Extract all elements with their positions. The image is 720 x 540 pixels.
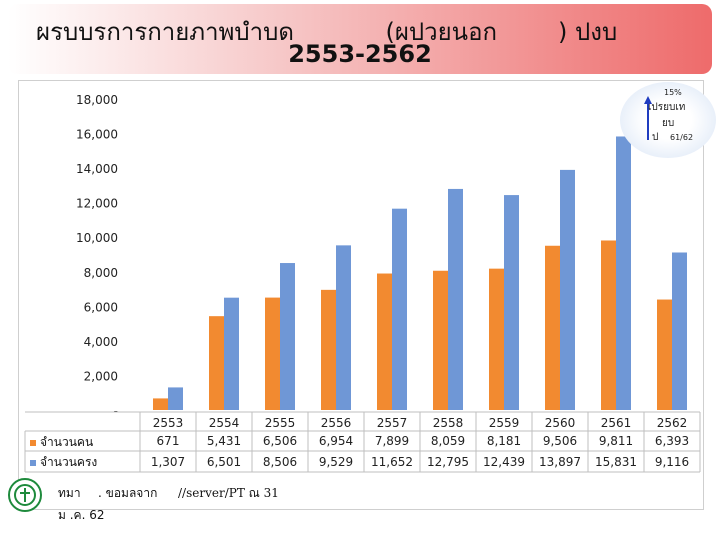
legend-label-visits: จำนวนครง <box>40 455 98 469</box>
bar-people <box>545 245 560 410</box>
x-category-label: 2560 <box>545 416 576 430</box>
data-label-people: 6,506 <box>263 434 297 448</box>
source-prefix: ทมา <box>58 486 81 500</box>
bar-visits <box>560 169 575 410</box>
x-category-label: 2555 <box>265 416 296 430</box>
data-label-visits: 15,831 <box>595 455 637 469</box>
y-tick-label: - <box>114 404 118 418</box>
page-title: ผรบบรการกายภาพบำบด (ผปวยนอก ) ปงบ <box>36 18 618 46</box>
x-category-label: 2562 <box>657 416 688 430</box>
x-category-label: 2553 <box>153 416 184 430</box>
bar-visits <box>168 387 183 410</box>
data-label-people: 6,393 <box>655 434 689 448</box>
bar-visits <box>504 195 519 410</box>
legend-label-people: จำนวนคน <box>40 435 94 449</box>
y-tick-label: 10,000 <box>76 231 118 245</box>
bar-visits <box>672 252 687 410</box>
data-label-people: 671 <box>157 434 180 448</box>
chart-frame <box>18 80 704 510</box>
x-category-label: 2557 <box>377 416 408 430</box>
data-label-visits: 6,501 <box>207 455 241 469</box>
data-label-visits: 12,795 <box>427 455 469 469</box>
source-path: //server/PT ณ 31 <box>178 486 279 500</box>
x-category-label: 2558 <box>433 416 464 430</box>
y-tick-label: 18,000 <box>76 93 118 107</box>
y-tick-label: 8,000 <box>84 266 118 280</box>
bar-people <box>601 240 616 410</box>
bar-people <box>321 289 336 410</box>
source-date: ม .ค. 62 <box>58 508 105 522</box>
bar-visits <box>616 136 631 410</box>
data-label-visits: 9,116 <box>655 455 689 469</box>
bar-people <box>377 273 392 410</box>
data-label-people: 7,899 <box>375 434 409 448</box>
legend-people: จำนวนคน <box>30 433 93 452</box>
legend-swatch-people <box>30 439 36 446</box>
data-label-people: 5,431 <box>207 434 241 448</box>
legend-swatch-visits <box>30 459 36 466</box>
bar-people <box>209 316 224 410</box>
bar-visits <box>392 208 407 410</box>
bar-people <box>657 299 672 410</box>
bar-visits <box>448 188 463 410</box>
annotation-bubble <box>620 82 716 158</box>
bar-people <box>489 268 504 410</box>
legend-visits: จำนวนครง <box>30 453 97 472</box>
y-tick-label: 14,000 <box>76 162 118 176</box>
source-mid: . ขอมลจาก <box>98 486 158 500</box>
y-tick-label: 6,000 <box>84 300 118 314</box>
annotation-period: 61/62 <box>670 133 694 142</box>
annotation-line1: เปรยบเท <box>648 102 686 113</box>
x-category-label: 2554 <box>209 416 240 430</box>
page-subtitle-years: 2553-2562 <box>288 40 432 68</box>
y-tick-label: 2,000 <box>84 369 118 383</box>
data-label-visits: 12,439 <box>483 455 525 469</box>
title-banner <box>8 4 712 74</box>
y-tick-label: 12,000 <box>76 197 118 211</box>
data-label-people: 8,059 <box>431 434 465 448</box>
bar-people <box>265 297 280 410</box>
data-label-visits: 1,307 <box>151 455 185 469</box>
annotation-percent: 15% <box>664 88 682 97</box>
bar-people <box>153 398 168 410</box>
data-label-visits: 9,529 <box>319 455 353 469</box>
x-category-label: 2556 <box>321 416 352 430</box>
bar-visits <box>280 263 295 410</box>
data-label-visits: 13,897 <box>539 455 581 469</box>
bar-people <box>433 270 448 410</box>
bar-visits <box>224 297 239 410</box>
data-label-people: 9,506 <box>543 434 577 448</box>
up-arrow-icon <box>644 96 652 140</box>
x-category-label: 2561 <box>601 416 632 430</box>
annotation-line3: ป <box>652 132 659 143</box>
data-label-people: 6,954 <box>319 434 353 448</box>
data-label-visits: 8,506 <box>263 455 297 469</box>
bar-visits <box>336 245 351 410</box>
x-category-label: 2559 <box>489 416 520 430</box>
y-tick-label: 16,000 <box>76 128 118 142</box>
ministry-logo-icon <box>8 478 42 512</box>
data-label-people: 9,811 <box>599 434 633 448</box>
annotation-line2: ยบ <box>662 118 675 129</box>
data-label-visits: 11,652 <box>371 455 413 469</box>
y-tick-label: 4,000 <box>84 335 118 349</box>
data-label-people: 8,181 <box>487 434 521 448</box>
